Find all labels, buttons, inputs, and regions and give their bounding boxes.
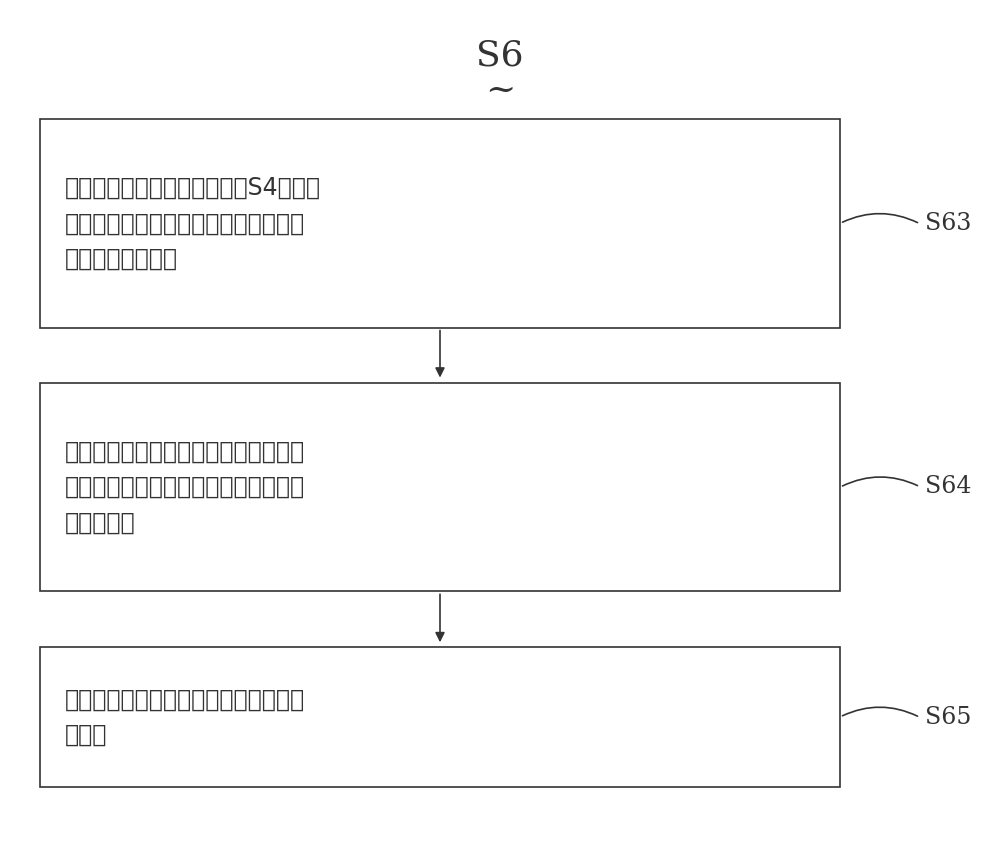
Text: 基于排序的多张第二角膜图像的深度数
值，计算当前第二角膜图像对应角膜层
次的置信度: 基于排序的多张第二角膜图像的深度数 值，计算当前第二角膜图像对应角膜层 次的置信… bbox=[65, 440, 305, 534]
Text: S64: S64 bbox=[925, 475, 972, 499]
Text: ~: ~ bbox=[485, 72, 515, 106]
Text: S63: S63 bbox=[925, 212, 971, 236]
Text: 基于置信度判别当前第二角膜图像的角
膜层次: 基于置信度判别当前第二角膜图像的角 膜层次 bbox=[65, 688, 305, 746]
FancyBboxPatch shape bbox=[40, 119, 840, 328]
FancyBboxPatch shape bbox=[40, 647, 840, 787]
Text: S6: S6 bbox=[476, 38, 524, 72]
Text: 基于对应的深度数值，对步骤S4已经识
别角膜层次的第二角膜图像和当前第二
角膜图像进行排序: 基于对应的深度数值，对步骤S4已经识 别角膜层次的第二角膜图像和当前第二 角膜图… bbox=[65, 176, 321, 271]
Text: S65: S65 bbox=[925, 705, 971, 729]
FancyBboxPatch shape bbox=[40, 383, 840, 591]
